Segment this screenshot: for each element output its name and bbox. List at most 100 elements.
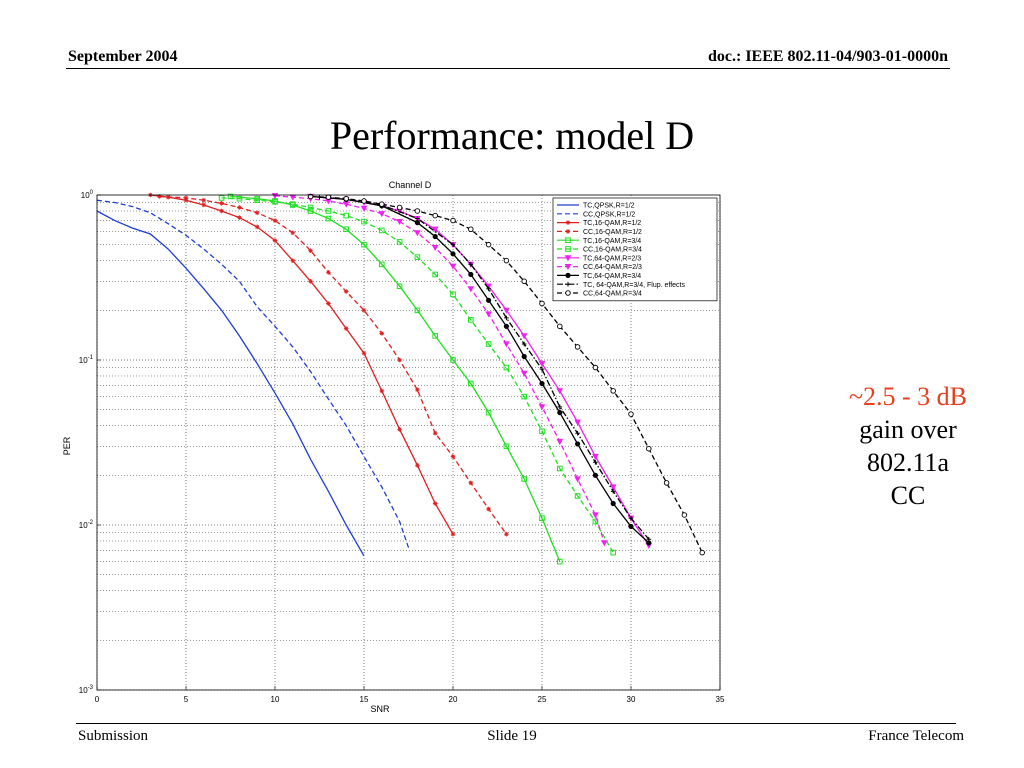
data-point — [414, 254, 421, 260]
gain-text-line4: CC — [890, 481, 926, 510]
data-point — [556, 439, 564, 446]
footer-slide-number: Slide 19 — [487, 728, 537, 744]
data-point — [663, 480, 670, 486]
data-point — [521, 476, 527, 482]
data-point — [432, 212, 438, 219]
data-point — [237, 205, 242, 210]
data-point — [521, 353, 527, 360]
data-point — [592, 364, 599, 371]
data-point — [521, 393, 527, 400]
x-tick-label: 35 — [716, 695, 725, 704]
data-point — [201, 197, 207, 203]
footer-divider — [76, 723, 956, 724]
data-point — [565, 281, 571, 287]
data-point — [646, 445, 652, 452]
data-point — [485, 311, 492, 318]
gain-value: ~2.5 - 3 dB — [848, 382, 968, 411]
data-point — [307, 204, 314, 211]
series-line — [96, 210, 365, 557]
legend-label: TC,64-QAM,R=2/3 — [583, 255, 641, 262]
data-point — [503, 307, 510, 314]
legend-item-9: TC,64-QAM,R=3/4 — [557, 272, 641, 280]
data-point — [343, 212, 349, 219]
data-point — [699, 549, 705, 556]
data-point — [565, 237, 571, 244]
slide-title: Performance: model D — [329, 113, 695, 158]
y-tick-label: 10-3 — [79, 685, 94, 695]
data-point — [520, 333, 528, 340]
data-point — [326, 270, 331, 275]
legend-item-7: TC,64-QAM,R=2/3 — [557, 255, 641, 262]
data-point — [414, 220, 421, 226]
data-point — [610, 549, 617, 556]
header-divider — [66, 68, 950, 69]
data-point — [450, 454, 456, 459]
footer-submission: Submission — [78, 728, 149, 744]
data-point — [565, 290, 571, 296]
y-tick-label: 10-1 — [79, 355, 94, 365]
data-point — [272, 238, 278, 243]
data-point — [468, 226, 474, 233]
y-axis-label: PER — [62, 436, 72, 455]
data-point — [361, 198, 367, 204]
data-point — [361, 241, 367, 248]
chart-series-layer — [96, 192, 705, 565]
data-point — [432, 430, 438, 436]
data-point — [361, 308, 367, 313]
legend-label: TC,64-QAM,R=3/4 — [583, 273, 641, 280]
data-point — [414, 307, 421, 314]
legend-item-11: CC,64-QAM,R=3/4 — [557, 290, 642, 298]
data-point — [290, 258, 296, 263]
data-point — [610, 500, 616, 507]
data-point — [219, 201, 224, 206]
legend-item-10: TC, 64-QAM,R=3/4, Flup. effects — [557, 282, 685, 289]
data-point — [503, 323, 510, 329]
data-point — [468, 271, 474, 278]
x-tick-label: 5 — [184, 695, 189, 704]
data-point — [504, 531, 509, 537]
data-point — [468, 480, 474, 486]
data-point — [592, 512, 599, 519]
data-point — [520, 370, 528, 377]
data-point — [565, 272, 571, 278]
legend-label: CC,16-QAM,R=3/4 — [583, 247, 642, 254]
data-point — [325, 208, 332, 214]
data-point — [681, 512, 688, 518]
data-point — [272, 198, 278, 205]
gain-text-line3: 802.11a — [866, 448, 950, 477]
data-point — [468, 317, 474, 323]
y-tick-label: 10-2 — [79, 520, 94, 530]
series-line — [319, 196, 650, 540]
data-point — [450, 291, 456, 298]
data-point — [575, 430, 580, 436]
footer-company: France Telecom — [868, 728, 964, 744]
data-point — [556, 388, 564, 395]
data-point — [486, 286, 491, 292]
y-tick-label: 100 — [81, 190, 94, 200]
data-point — [379, 261, 385, 268]
data-point — [503, 257, 510, 264]
data-point — [521, 341, 527, 347]
plot-frame — [96, 194, 721, 691]
data-point — [378, 211, 386, 218]
data-point — [468, 380, 474, 387]
legend-label: CC,16-QAM,R=1/2 — [583, 229, 642, 236]
data-point — [565, 246, 571, 252]
data-point — [557, 558, 563, 565]
data-point — [326, 301, 331, 306]
x-tick-label: 10 — [271, 695, 280, 704]
legend-label: CC,QPSK,R=1/2 — [583, 211, 635, 218]
data-point — [450, 357, 456, 363]
data-point — [343, 289, 349, 294]
data-point — [565, 220, 571, 225]
data-point — [539, 366, 545, 372]
data-point — [646, 536, 652, 542]
data-point — [610, 388, 616, 394]
legend-label: TC,16-QAM,R=3/4 — [583, 238, 641, 245]
data-point — [379, 388, 385, 394]
chart-axes: 0 5 10 15 20 25 30 35 100 10-1 10-2 10-3 — [79, 190, 725, 704]
x-axis-label: SNR — [370, 704, 390, 714]
data-point — [486, 297, 492, 303]
data-point — [308, 248, 313, 253]
data-point — [485, 409, 492, 416]
